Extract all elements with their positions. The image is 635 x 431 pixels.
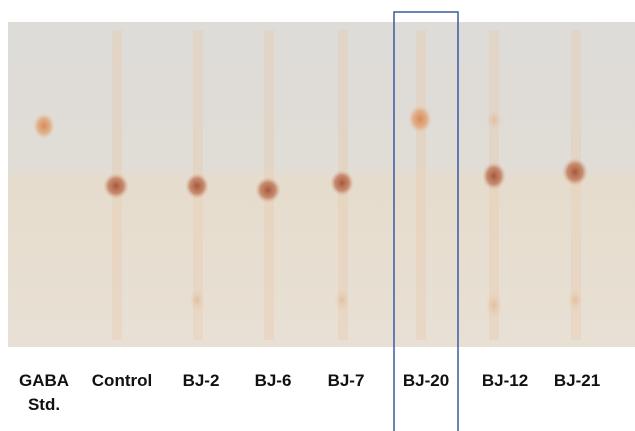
lane-label: GABA bbox=[19, 371, 69, 390]
tlc-plate bbox=[8, 22, 635, 347]
lane-label: BJ-7 bbox=[328, 371, 365, 390]
lane-label: BJ-20 bbox=[403, 371, 449, 390]
lane-label: BJ-2 bbox=[183, 371, 220, 390]
lane-label: BJ-12 bbox=[482, 371, 528, 390]
lane-label: BJ-6 bbox=[255, 371, 292, 390]
lane-label: Control bbox=[92, 371, 152, 390]
lane-labels: GABA Std. Control BJ-2 BJ-6 BJ-7 BJ-20 BJ-12 BJ-… bbox=[19, 371, 600, 414]
lane-label: BJ-21 bbox=[554, 371, 600, 390]
tlc-figure: GABA Std. Control BJ-2 BJ-6 BJ-7 BJ-20 BJ-12 BJ-… bbox=[0, 0, 635, 431]
lane-label: Std. bbox=[28, 395, 60, 414]
